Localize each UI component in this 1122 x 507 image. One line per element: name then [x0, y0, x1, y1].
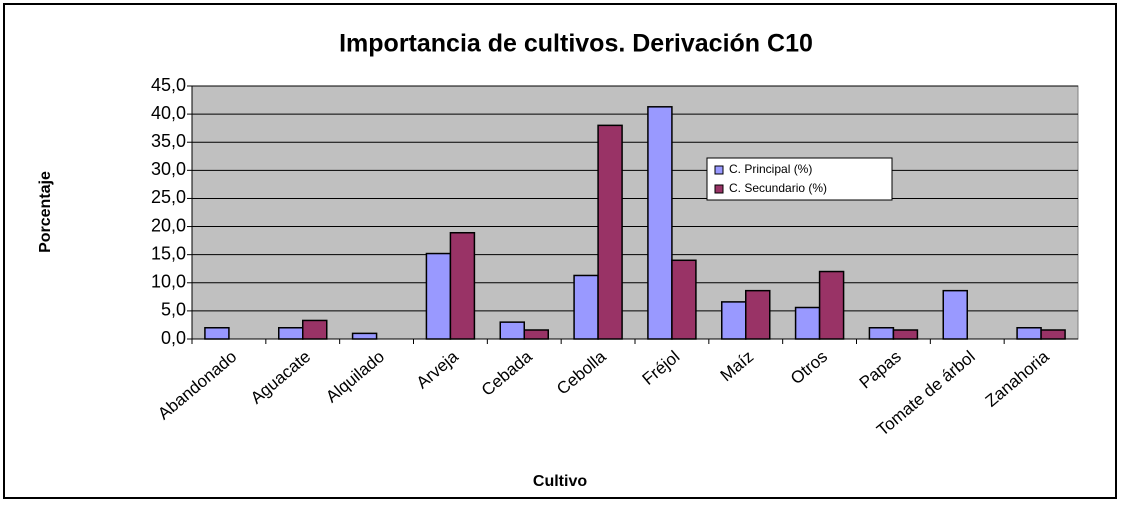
- y-tick-label: 40,0: [151, 103, 186, 123]
- bar: [1016, 327, 1042, 340]
- bar: [573, 274, 599, 340]
- bar: [302, 319, 328, 340]
- y-tick-label: 45,0: [151, 75, 186, 95]
- bar: [499, 321, 525, 340]
- bar: [647, 106, 673, 340]
- bar: [1040, 329, 1066, 340]
- y-tick-label: 5,0: [161, 300, 186, 320]
- bar: [892, 329, 919, 340]
- legend-swatch: [714, 184, 724, 194]
- bar: [523, 329, 549, 340]
- x-axis-label: Cultivo: [533, 473, 587, 490]
- bar: [425, 252, 452, 340]
- y-tick-label: 30,0: [151, 159, 186, 179]
- bar: [449, 231, 476, 340]
- bar: [942, 289, 968, 340]
- legend: [706, 157, 893, 201]
- bar: [351, 332, 378, 340]
- bar: [597, 124, 623, 340]
- y-tick-label: 25,0: [151, 187, 186, 207]
- y-tick-label: 0,0: [161, 328, 186, 348]
- bar: [671, 259, 697, 340]
- bar: [721, 301, 747, 340]
- plot-area: [191, 85, 1079, 340]
- y-tick-label: 10,0: [151, 272, 186, 292]
- bar: [868, 327, 895, 340]
- bar: [794, 306, 821, 340]
- y-axis-label: Porcentaje: [37, 171, 54, 253]
- bar: [204, 327, 230, 340]
- legend-swatch: [714, 165, 724, 175]
- bar: [278, 327, 304, 340]
- bar: [745, 289, 771, 340]
- y-tick-label: 20,0: [151, 215, 186, 235]
- legend-label: C. Secundario (%): [729, 181, 827, 195]
- chart-title: Importancia de cultivos. Derivación C10: [339, 30, 813, 58]
- y-tick-label: 15,0: [151, 243, 186, 263]
- legend-label: C. Principal (%): [729, 162, 812, 176]
- bar: [818, 270, 845, 340]
- y-tick-label: 35,0: [151, 131, 186, 151]
